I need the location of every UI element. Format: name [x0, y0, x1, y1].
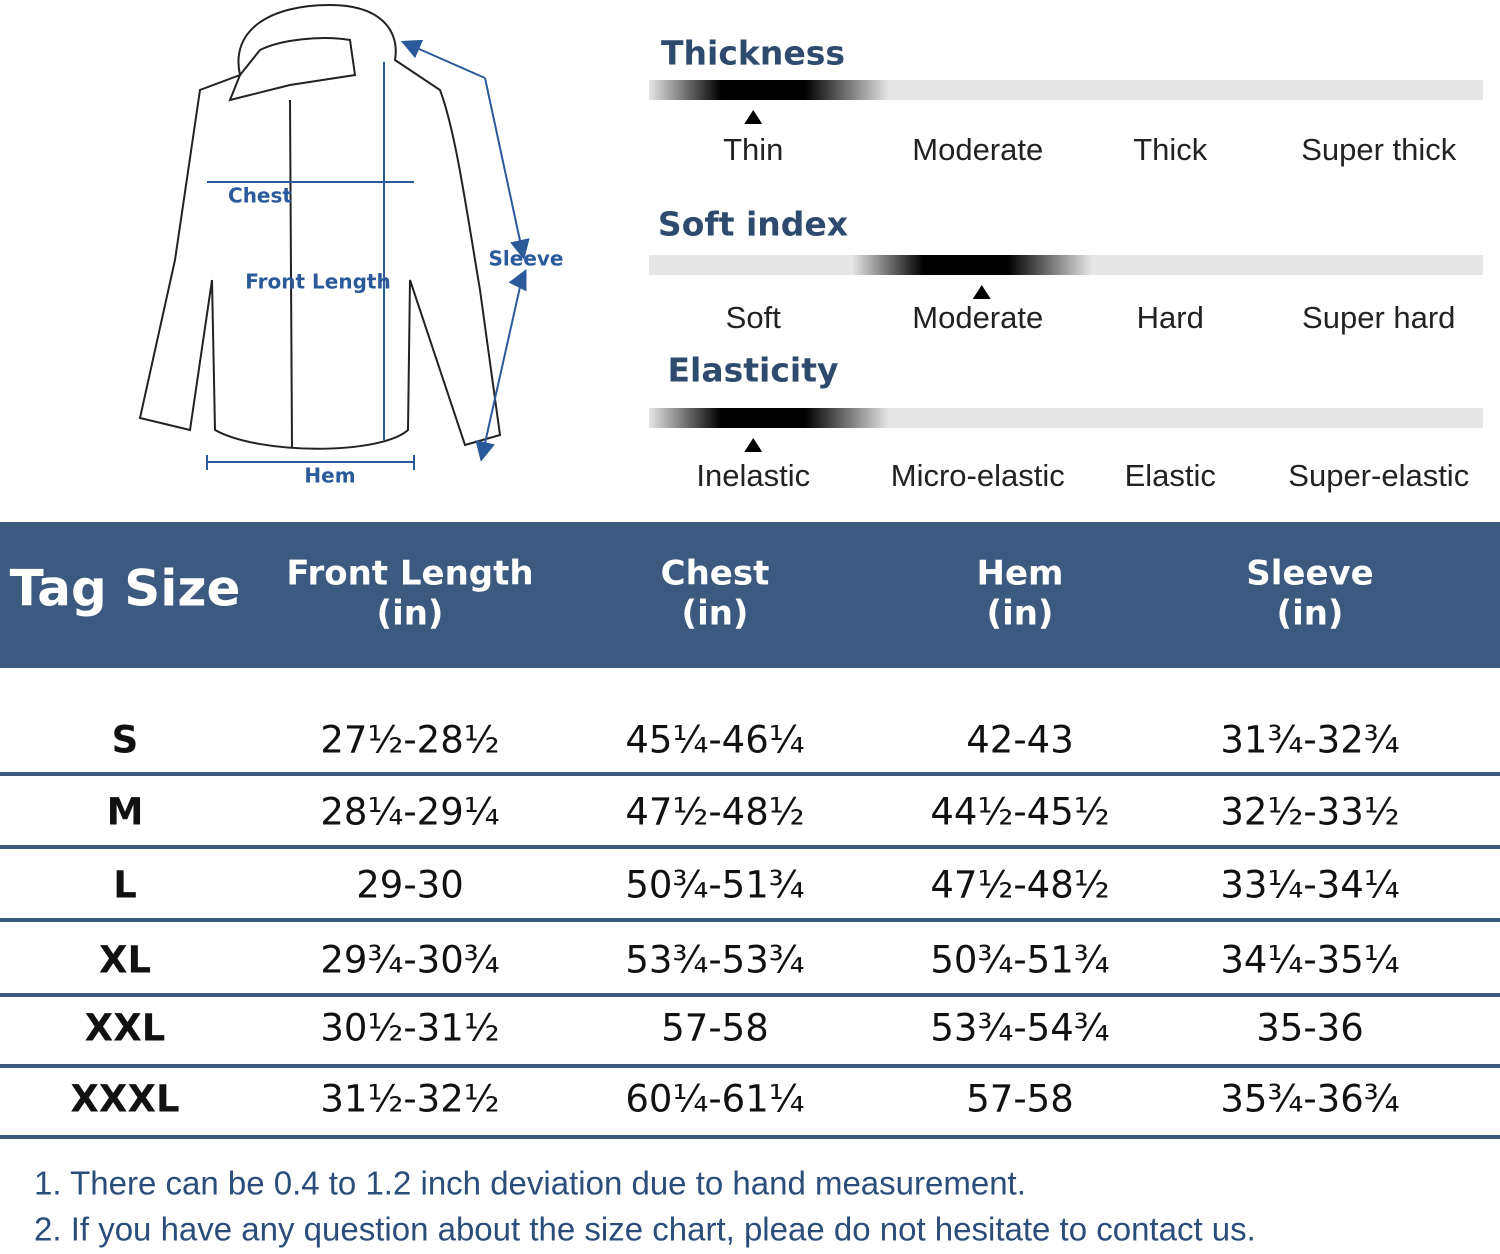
scale-title: Thickness [661, 34, 845, 73]
scale-option: Inelastic [696, 458, 810, 493]
scale-marker [744, 438, 763, 452]
scale-option: Thin [723, 132, 783, 167]
scale-option: Soft [726, 300, 782, 335]
scale-option: Moderate [912, 132, 1043, 167]
row-divider [0, 1135, 1500, 1139]
note: 2. If you have any question about the si… [34, 1211, 1256, 1248]
measure-lines [206, 39, 530, 470]
scale-title: Elasticity [667, 351, 838, 390]
header-cell: (in) [987, 594, 1054, 634]
table-cell: 32½-33½ [1220, 791, 1399, 834]
diagram-label: Hem [304, 464, 355, 488]
table-cell: 29¾-30¾ [320, 939, 499, 982]
scale-highlight [851, 255, 1092, 275]
scale-option: Moderate [912, 300, 1043, 335]
scale-highlight [649, 408, 889, 428]
table-cell: 35-36 [1256, 1007, 1364, 1050]
table-cell: 45¼-46¼ [625, 719, 804, 762]
diagram-label: Chest [228, 184, 292, 208]
header-cell: Hem [977, 554, 1064, 594]
scale-title: Soft index [658, 205, 848, 244]
table-cell: 47½-48½ [625, 791, 804, 834]
header-cell: (in) [1277, 594, 1344, 634]
size-cell: XXXL [70, 1078, 179, 1121]
header-cell: Front Length [286, 554, 533, 594]
scale-option: Super-elastic [1288, 458, 1469, 493]
table-cell: 31¾-32¾ [1220, 719, 1399, 762]
table-cell: 57-58 [661, 1007, 769, 1050]
scale-option: Elastic [1125, 458, 1216, 493]
jacket-diagram [138, 3, 502, 450]
diagram-label: Front Length [245, 270, 390, 294]
size-cell: M [107, 791, 144, 834]
scale-option: Thick [1133, 132, 1208, 167]
header-cell: Chest [661, 554, 770, 594]
size-cell: L [113, 864, 137, 907]
table-cell: 50¾-51¾ [625, 864, 804, 907]
table-cell: 28¼-29¼ [320, 791, 499, 834]
table-cell: 33¼-34¼ [1220, 864, 1399, 907]
scale-highlight [649, 80, 889, 100]
size-cell: XL [99, 939, 151, 982]
table-cell: 44½-45½ [930, 791, 1109, 834]
row-divider [0, 1064, 1500, 1068]
table-cell: 50¾-51¾ [930, 939, 1109, 982]
row-divider [0, 993, 1500, 997]
table-cell: 57-58 [966, 1078, 1074, 1121]
table-header-bg [0, 522, 1500, 668]
table-cell: 42-43 [966, 719, 1074, 762]
table-cell: 53¾-54¾ [930, 1007, 1109, 1050]
table-cell: 35¾-36¾ [1220, 1078, 1399, 1121]
row-divider [0, 918, 1500, 922]
row-divider [0, 845, 1500, 849]
table-cell: 27½-28½ [320, 719, 499, 762]
table-cell: 53¾-53¾ [625, 939, 804, 982]
table-cell: 30½-31½ [320, 1007, 499, 1050]
header-cell: (in) [682, 594, 749, 634]
header-cell: (in) [377, 594, 444, 634]
size-cell: S [112, 719, 139, 762]
note: 1. There can be 0.4 to 1.2 inch deviatio… [34, 1165, 1026, 1202]
scale-option: Super hard [1302, 300, 1455, 335]
scale-marker [972, 285, 991, 299]
scale-option: Hard [1137, 300, 1204, 335]
header-cell: Sleeve [1246, 554, 1373, 594]
scale-option: Super thick [1301, 132, 1457, 167]
table-cell: 34¼-35¼ [1220, 939, 1399, 982]
header-cell: Tag Size [10, 560, 241, 618]
table-cell: 29-30 [356, 864, 464, 907]
table-cell: 31½-32½ [320, 1078, 499, 1121]
diagram-label: Sleeve [489, 247, 564, 271]
scale-option: Micro-elastic [891, 458, 1065, 493]
row-divider [0, 772, 1500, 776]
size-cell: XXL [85, 1007, 166, 1050]
scale-marker [744, 110, 763, 124]
table-cell: 47½-48½ [930, 864, 1109, 907]
table-cell: 60¼-61¼ [625, 1078, 804, 1121]
